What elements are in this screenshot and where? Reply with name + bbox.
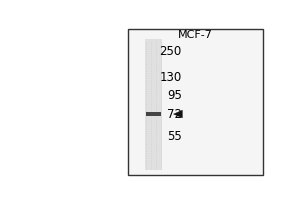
Bar xyxy=(128,29,263,175)
Text: MCF-7: MCF-7 xyxy=(178,30,213,40)
Text: 250: 250 xyxy=(159,45,182,58)
Text: 130: 130 xyxy=(159,71,182,84)
Polygon shape xyxy=(173,110,182,118)
Bar xyxy=(145,39,163,170)
Bar xyxy=(146,112,161,116)
Text: 55: 55 xyxy=(167,130,182,143)
Text: 95: 95 xyxy=(167,89,182,102)
Text: 72: 72 xyxy=(167,108,182,121)
